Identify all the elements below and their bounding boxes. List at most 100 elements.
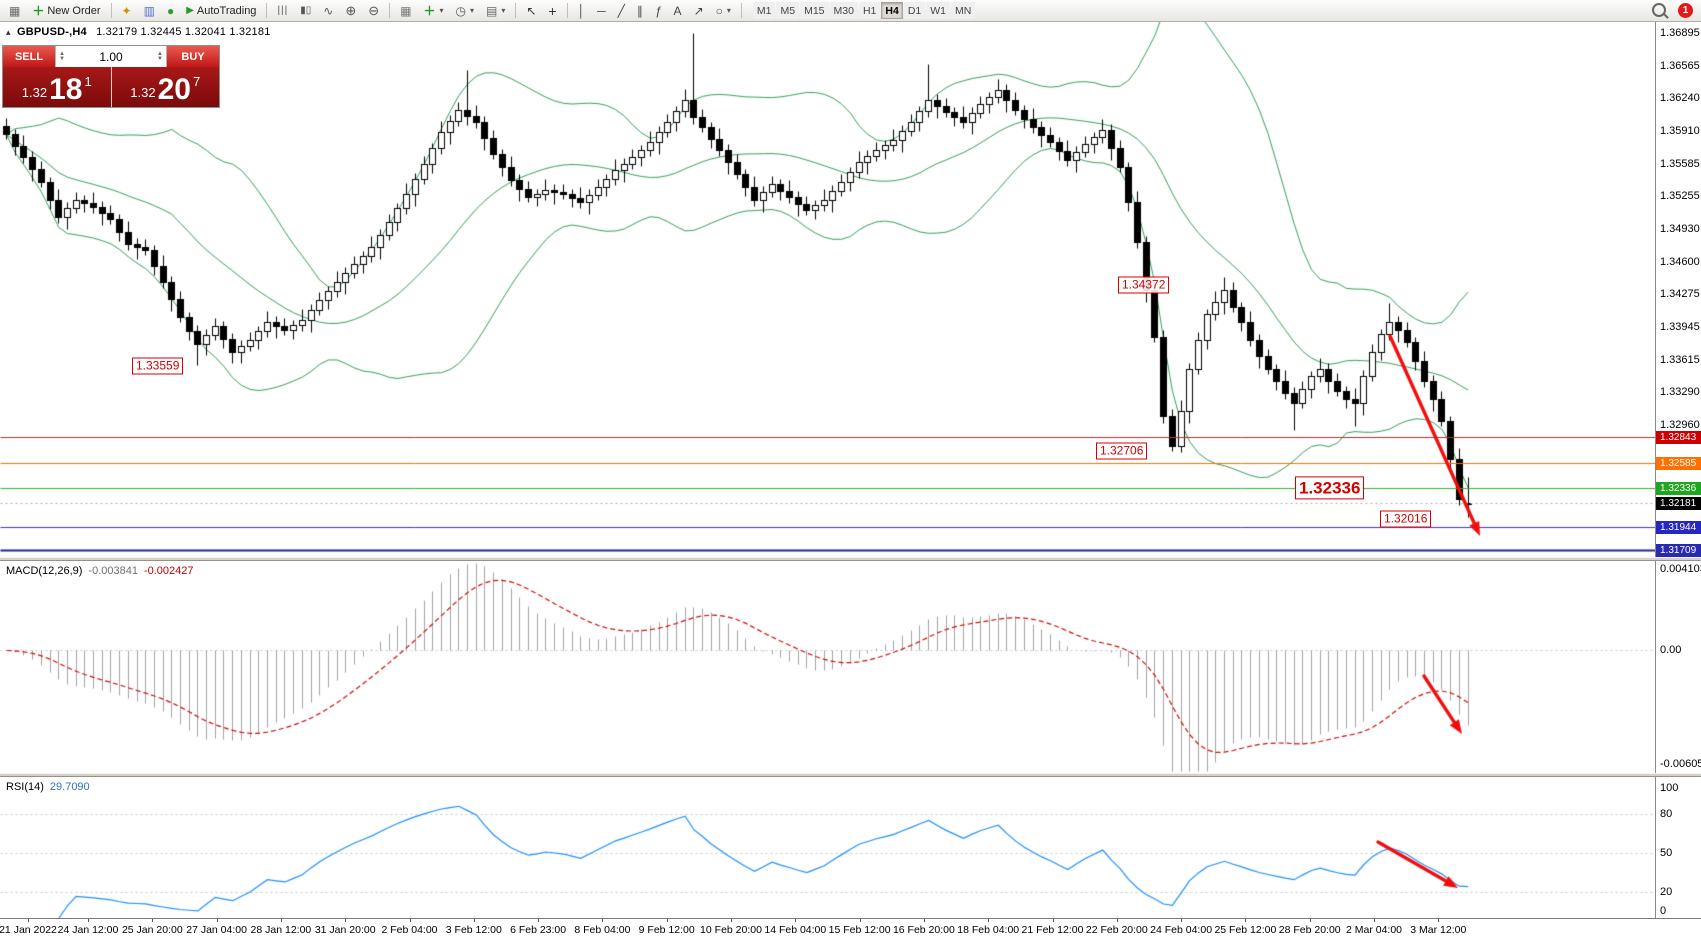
sell-price[interactable]: 1.32 18 1 <box>3 67 111 107</box>
trendline-tool-icon[interactable]: ╱ <box>617 3 625 18</box>
time-axis-label: 22 Feb 20:00 <box>1085 924 1148 936</box>
timeframe-mn[interactable]: MN <box>951 2 976 19</box>
rsi-name: RSI(14) <box>6 781 44 793</box>
spinner-down-icon[interactable]: ▼ <box>157 55 163 62</box>
price-scale-label: 1.34275 <box>1660 288 1700 301</box>
bar-chart-icon[interactable]: ||| <box>277 4 289 16</box>
timeframe-w1[interactable]: W1 <box>926 2 951 19</box>
collapse-triangle-icon[interactable]: ▴ <box>6 27 11 37</box>
shapes-icon: ○ <box>715 3 723 18</box>
autotrading-button[interactable]: ▶ AutoTrading <box>181 2 261 20</box>
time-axis-label: 18 Feb 04:00 <box>957 924 1020 936</box>
price-chart-canvas[interactable] <box>0 22 1655 557</box>
chart-window-icon[interactable]: ▦ <box>9 3 21 18</box>
price-annotation: 1.33559 <box>132 357 184 375</box>
timeframe-h1[interactable]: H1 <box>858 2 881 19</box>
indicators-button[interactable]: ＋ ▾ <box>418 1 448 21</box>
template-icon: ▤ <box>486 3 498 18</box>
zoom-in-icon[interactable]: ⊕ <box>345 3 357 18</box>
time-axis-label: 14 Feb 04:00 <box>764 924 827 936</box>
gold-icon[interactable]: ✦ <box>121 3 132 18</box>
new-order-icon: ＋ <box>32 3 45 18</box>
horizontal-line-tool-icon[interactable]: ─ <box>597 3 606 18</box>
price-tag: 1.32843 <box>1656 430 1701 444</box>
price-scale-label: 1.33615 <box>1660 353 1700 366</box>
period-button[interactable]: ◷ ▾ <box>451 1 480 21</box>
time-axis-tick <box>731 919 732 922</box>
macd-panel-canvas[interactable] <box>0 561 1655 773</box>
tile-windows-icon[interactable]: ▦ <box>400 3 412 18</box>
buy-price[interactable]: 1.32 20 7 <box>110 67 220 107</box>
time-axis-label: 24 Feb 04:00 <box>1150 924 1213 936</box>
fibonacci-tool-icon[interactable]: ƒ <box>654 3 662 18</box>
time-axis-tick <box>473 919 475 922</box>
time-axis-tick <box>345 919 347 922</box>
price-scale-label: 1.36895 <box>1660 26 1700 39</box>
vertical-line-tool-icon[interactable]: │ <box>577 3 586 18</box>
symbol-timeframe-label: GBPUSD-,H4 <box>16 26 87 38</box>
chevron-down-icon: ▾ <box>726 6 731 15</box>
buy-price-sup: 7 <box>192 74 201 89</box>
time-axis-tick <box>602 919 604 922</box>
crosshair-tool-icon[interactable]: + <box>548 2 557 19</box>
search-icon[interactable] <box>1652 2 1666 17</box>
price-scale-label: 1.33945 <box>1660 321 1700 334</box>
timeframe-m5[interactable]: M5 <box>776 2 800 19</box>
volume-value[interactable]: 1.00 <box>99 49 123 64</box>
arrow-tool-icon[interactable]: ↗ <box>693 3 704 18</box>
template-button[interactable]: ▤ ▾ <box>481 1 510 21</box>
panel-splitter[interactable] <box>0 557 1701 561</box>
chart-ohlc-header: ▴ GBPUSD-,H4 1.32179 1.32445 1.32041 1.3… <box>6 26 271 38</box>
channel-tool-icon[interactable]: ∥ <box>636 3 643 18</box>
price-scale-label: 1.36565 <box>1660 59 1700 72</box>
shapes-tool-button[interactable]: ○ ▾ <box>711 1 736 21</box>
price-tag: 1.32181 <box>1656 496 1701 510</box>
chevron-down-icon: ▾ <box>469 6 474 15</box>
rsi-scale-label: 0 <box>1660 905 1667 917</box>
ohlc-values: 1.32179 1.32445 1.32041 1.32181 <box>96 26 271 38</box>
panel-splitter[interactable] <box>0 773 1701 777</box>
rsi-label: RSI(14) 29.7090 <box>6 781 90 793</box>
volume-field[interactable]: ▲ ▼ 1.00 ▲ ▼ <box>55 46 167 67</box>
toolbar-separator <box>566 3 568 18</box>
chevron-down-icon: ▾ <box>501 6 506 15</box>
timeframe-m30[interactable]: M30 <box>829 2 858 19</box>
main-toolbar: ▦ ＋ New Order ✦ ▥ ● ▶ AutoTrading ||| ▮▯… <box>0 0 1701 22</box>
sell-button[interactable]: SELL <box>3 46 55 67</box>
zoom-out-icon[interactable]: ⊖ <box>368 3 380 18</box>
time-axis-tick <box>988 919 990 922</box>
rsi-value: 29.7090 <box>49 781 90 793</box>
toolbar-separator <box>515 3 517 18</box>
price-scale-label: 1.34930 <box>1660 222 1700 235</box>
price-annotation: 1.34372 <box>1118 276 1170 293</box>
new-order-button[interactable]: ＋ New Order <box>27 2 105 20</box>
time-axis-tick <box>1309 919 1311 922</box>
line-chart-icon[interactable]: ∿ <box>323 3 334 18</box>
timeframe-m1[interactable]: M1 <box>752 2 776 19</box>
rsi-scale-label: 50 <box>1660 847 1673 859</box>
time-axis-tick <box>409 919 411 922</box>
cursor-tool-icon[interactable]: ↖ <box>526 3 537 18</box>
profiles-icon[interactable]: ▥ <box>143 3 155 18</box>
volume-spinner-right[interactable]: ▲ ▼ <box>157 46 163 67</box>
time-axis-tick <box>28 919 29 922</box>
community-icon[interactable]: ● <box>166 3 175 18</box>
volume-spinner-left[interactable]: ▲ ▼ <box>59 46 65 67</box>
timeframe-h4[interactable]: H4 <box>881 2 903 19</box>
time-axis-tick <box>923 919 925 922</box>
candlestick-chart-icon[interactable]: ▮▯ <box>300 4 312 16</box>
price-scale-label: 1.33290 <box>1660 386 1700 399</box>
buy-button[interactable]: BUY <box>167 46 219 67</box>
time-axis-label: 6 Feb 23:00 <box>510 924 567 936</box>
timeframe-m15[interactable]: M15 <box>800 2 829 19</box>
spinner-down-icon[interactable]: ▼ <box>59 55 65 62</box>
price-tag: 1.31709 <box>1656 544 1701 558</box>
price-scale-label: 1.34600 <box>1660 255 1700 268</box>
notification-badge[interactable]: 1 <box>1678 3 1693 18</box>
rsi-panel-canvas[interactable] <box>0 777 1655 918</box>
time-axis[interactable]: 21 Jan 2022 24 Jan 12:00 25 Jan 20:00 27 Ja… <box>0 918 1701 941</box>
text-tool-icon[interactable]: A <box>673 3 682 18</box>
chevron-down-icon: ▾ <box>439 6 444 15</box>
timeframe-d1[interactable]: D1 <box>903 2 926 19</box>
